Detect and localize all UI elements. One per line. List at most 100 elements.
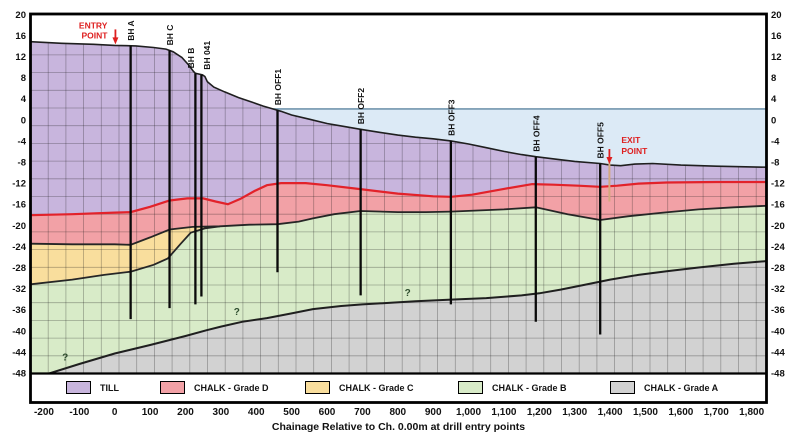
svg-text:200: 200 <box>177 407 194 418</box>
svg-text:100: 100 <box>142 407 159 418</box>
exit-point-label: POINT <box>621 146 648 156</box>
svg-text:-8: -8 <box>18 157 26 168</box>
svg-text:0: 0 <box>771 115 776 126</box>
svg-text:1,600: 1,600 <box>668 407 693 418</box>
y-axis-tick-labels-left: 20 16 12 8 4 0 -4 -8 -12 -16 -20 -24 -28 -32 -36 -40 -44… <box>12 10 26 380</box>
x-axis-title: Chainage Relative to Ch. 0.00m at drill … <box>271 421 526 433</box>
svg-text:-16: -16 <box>771 200 785 211</box>
layer-chalk-grade-c <box>30 226 220 285</box>
uncertainty-question-mark: ? <box>234 307 240 318</box>
svg-text:-12: -12 <box>771 179 785 190</box>
svg-text:1,800: 1,800 <box>739 407 764 418</box>
boundary-base-grade-d <box>30 204 767 246</box>
legend-swatch-chalk-d <box>160 381 185 394</box>
svg-text:1,700: 1,700 <box>704 407 729 418</box>
layer-till <box>30 41 767 216</box>
x-axis-tick-labels: -200 -100 0 100 200 300 400 500 600 700 800 900 1,00… <box>34 407 765 418</box>
exit-point-label: EXIT <box>621 135 641 145</box>
entry-point-label: POINT <box>81 30 108 40</box>
borehole-label: BH A <box>126 20 136 40</box>
legend-item-chalk-c: CHALK - Grade C <box>305 380 414 395</box>
svg-text:1,000: 1,000 <box>456 407 481 418</box>
svg-text:12: 12 <box>15 52 26 63</box>
borehole-bh-off1: BH OFF1 <box>273 69 283 273</box>
svg-text:8: 8 <box>21 73 26 84</box>
borehole-label: BH OFF3 <box>446 99 456 136</box>
boundary-base-grade-c <box>30 225 220 286</box>
svg-text:900: 900 <box>425 407 442 418</box>
borehole-label: BH 041 <box>202 41 212 70</box>
borehole-bh-off5: BH OFF5 <box>596 122 606 335</box>
boundary-top-grade-a <box>44 260 767 374</box>
svg-text:-48: -48 <box>12 368 26 379</box>
svg-text:300: 300 <box>213 407 230 418</box>
borehole-bh-off4: BH OFF4 <box>531 115 541 322</box>
borehole-bh-041: BH 041 <box>200 41 212 297</box>
legend-label: CHALK - Grade D <box>194 382 269 393</box>
borehole-bh-off2: BH OFF2 <box>356 88 366 296</box>
svg-text:-12: -12 <box>12 179 26 190</box>
svg-text:-32: -32 <box>12 284 26 295</box>
svg-text:500: 500 <box>283 407 300 418</box>
ground-surface-line <box>30 40 767 168</box>
legend-item-till: TILL <box>66 380 119 395</box>
svg-text:16: 16 <box>771 31 782 42</box>
borehole-bh-off3: BH OFF3 <box>446 99 456 305</box>
legend-label: CHALK - Grade B <box>492 382 567 393</box>
svg-text:-100: -100 <box>69 407 89 418</box>
uncertainty-question-mark: ? <box>62 352 68 363</box>
borehole-label: BH OFF2 <box>356 88 366 125</box>
layer-chalk-grade-d <box>30 182 767 245</box>
svg-text:4: 4 <box>21 94 27 105</box>
legend-item-chalk-d: CHALK - Grade D <box>160 380 269 395</box>
svg-text:-28: -28 <box>771 263 785 274</box>
legend-label: CHALK - Grade C <box>339 382 414 393</box>
svg-text:-200: -200 <box>34 407 54 418</box>
svg-text:-24: -24 <box>12 242 26 253</box>
svg-text:-8: -8 <box>771 157 779 168</box>
borehole-label: BH C <box>165 25 175 46</box>
legend-swatch-till <box>66 381 91 394</box>
svg-text:-16: -16 <box>12 200 26 211</box>
legend-label: TILL <box>100 382 119 393</box>
svg-text:1,500: 1,500 <box>633 407 658 418</box>
svg-text:-4: -4 <box>771 136 780 147</box>
borehole-label: BH OFF4 <box>531 115 541 152</box>
svg-text:16: 16 <box>15 31 26 42</box>
svg-text:-44: -44 <box>771 347 785 358</box>
svg-text:0: 0 <box>112 407 118 418</box>
svg-text:20: 20 <box>15 10 26 21</box>
svg-text:-20: -20 <box>12 221 26 232</box>
entry-point-label: ENTRY <box>79 20 108 30</box>
svg-text:800: 800 <box>389 407 406 418</box>
svg-text:-32: -32 <box>771 284 785 295</box>
svg-text:1,400: 1,400 <box>598 407 623 418</box>
svg-text:12: 12 <box>771 52 782 63</box>
borehole-bh-b: BH B <box>186 48 197 305</box>
legend-item-chalk-b: CHALK - Grade B <box>458 380 567 395</box>
svg-text:-24: -24 <box>771 242 785 253</box>
svg-text:1,300: 1,300 <box>562 407 587 418</box>
borehole-bh-a: BH A <box>126 20 136 320</box>
legend-swatch-chalk-a <box>610 381 635 394</box>
svg-text:600: 600 <box>319 407 336 418</box>
water-area <box>273 109 767 168</box>
legend-swatch-chalk-c <box>305 381 330 394</box>
y-axis-tick-labels-right: 20 16 12 8 4 0 -4 -8 -12 -16 -20 -24 -28 -32 -36 -40 -44… <box>771 10 785 380</box>
svg-text:1,100: 1,100 <box>491 407 516 418</box>
layer-chalk-grade-a <box>30 261 767 374</box>
svg-text:400: 400 <box>248 407 265 418</box>
borehole-label: BH B <box>186 48 196 69</box>
svg-text:-36: -36 <box>12 305 26 316</box>
chart-frame <box>29 12 768 404</box>
legend-item-chalk-a: CHALK - Grade A <box>610 380 718 395</box>
svg-text:-36: -36 <box>771 305 785 316</box>
svg-text:-44: -44 <box>12 347 26 358</box>
svg-text:20: 20 <box>771 10 782 21</box>
svg-text:-28: -28 <box>12 263 26 274</box>
uncertainty-question-mark: ? <box>405 288 411 299</box>
legend-swatch-chalk-b <box>458 381 483 394</box>
svg-text:1,200: 1,200 <box>527 407 552 418</box>
